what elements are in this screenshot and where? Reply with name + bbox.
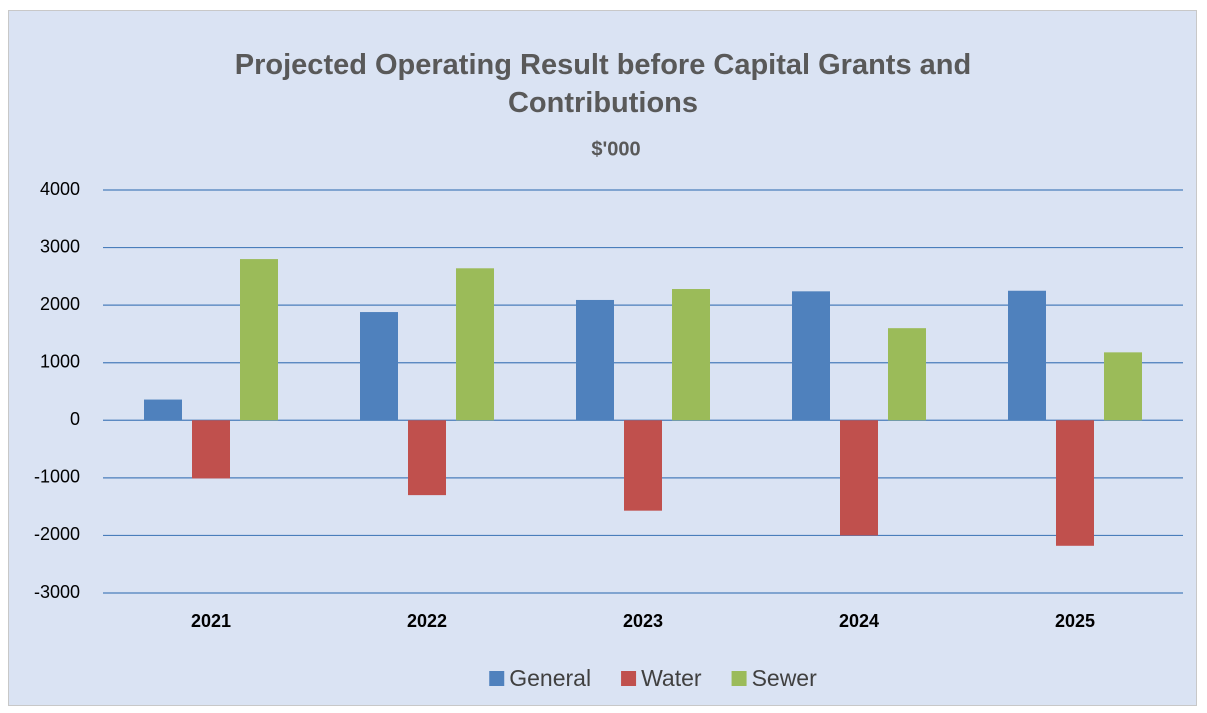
y-tick-label: -1000 xyxy=(34,467,80,487)
bar xyxy=(360,312,398,421)
legend-swatch xyxy=(731,671,747,686)
bar xyxy=(240,259,278,421)
legend-swatch xyxy=(621,671,637,686)
x-tick-label: 2025 xyxy=(1055,611,1095,631)
legend-label: Sewer xyxy=(752,665,818,691)
legend-label: Water xyxy=(641,665,702,691)
y-tick-label: 1000 xyxy=(40,351,80,371)
x-tick-label: 2023 xyxy=(623,611,663,631)
legend-label: General xyxy=(509,665,591,691)
y-tick-label: 0 xyxy=(70,409,80,429)
bar xyxy=(1104,352,1142,421)
bar xyxy=(1056,420,1094,546)
chart-subtitle: $'000 xyxy=(591,138,640,160)
bar xyxy=(144,399,182,421)
x-tick-label: 2021 xyxy=(191,611,231,631)
bar xyxy=(672,289,710,421)
bar xyxy=(192,420,230,479)
x-tick-label: 2024 xyxy=(839,611,879,631)
bar xyxy=(456,268,494,421)
bar xyxy=(888,328,926,421)
x-tick-label: 2022 xyxy=(407,611,447,631)
bar xyxy=(792,291,830,421)
y-tick-label: -2000 xyxy=(34,524,80,544)
bar xyxy=(576,299,614,421)
bar xyxy=(840,420,878,536)
legend-swatch xyxy=(489,671,505,686)
bar xyxy=(1008,290,1046,421)
y-tick-label: -3000 xyxy=(34,582,80,602)
bar xyxy=(624,420,662,511)
y-tick-label: 4000 xyxy=(40,179,80,199)
y-tick-label: 3000 xyxy=(40,236,80,256)
bar xyxy=(408,420,446,496)
chart-title: Projected Operating Result before Capita… xyxy=(234,49,972,119)
y-tick-label: 2000 xyxy=(40,294,80,314)
